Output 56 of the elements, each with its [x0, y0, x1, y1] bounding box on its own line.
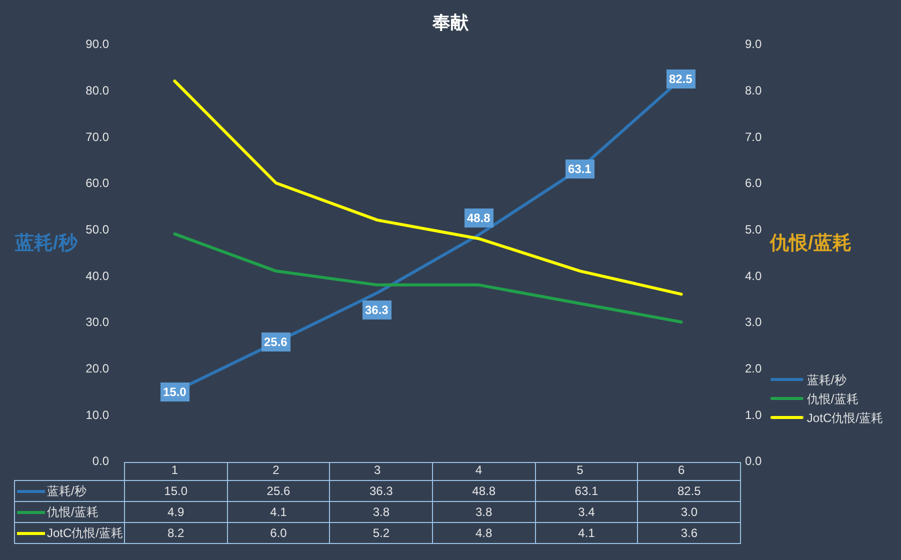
x-tick-label: 6	[678, 463, 685, 477]
y2-tick-label: 3.0	[745, 315, 762, 330]
data-label: 15.0	[164, 484, 188, 498]
y-tick-label: 10.0	[86, 408, 110, 422]
data-label: 25.6	[266, 484, 290, 498]
data-label: 4.9	[167, 505, 184, 519]
x-tick-label: 5	[576, 463, 584, 477]
legend-label: 仇恨/蓝耗	[806, 392, 858, 406]
y-tick-label: 80.0	[86, 84, 110, 98]
y-tick-label: 60.0	[86, 176, 110, 190]
data-label: 6.0	[270, 526, 287, 540]
data-label: 4.8	[475, 526, 492, 540]
y-tick-label: 70.0	[86, 130, 110, 144]
y-tick-label: 40.0	[86, 268, 110, 283]
y2-tick-label: 6.0	[745, 176, 762, 190]
data-label: 4.1	[270, 505, 287, 519]
data-label: 3.0	[680, 505, 698, 519]
data-label: 48.8	[472, 484, 496, 498]
chart-title: 奉献	[432, 12, 470, 32]
text: JotC仇恨/蓝耗	[47, 526, 124, 540]
y-tick-label: 50.0	[86, 222, 110, 237]
y-tick-label: 20.0	[86, 362, 110, 376]
x-tick-label: 2	[272, 463, 280, 477]
y-tick-label: 90.0	[86, 37, 110, 52]
y2-tick-label: 1.0	[745, 408, 762, 422]
y2-axis-title: 仇恨/蓝耗	[769, 232, 852, 254]
x-tick-label: 4	[475, 463, 482, 477]
text: 仇恨/蓝耗	[47, 504, 98, 518]
data-label: 3.8	[372, 505, 390, 519]
legend-label: 蓝耗/秒	[47, 482, 86, 500]
data-label: 3.8	[475, 505, 492, 519]
data-label: 8.2	[167, 526, 184, 540]
legend-label: JotC仇恨/蓝耗	[806, 411, 883, 426]
y2-tick-label: 7.0	[745, 130, 762, 144]
text: 36.3	[365, 303, 388, 317]
y2-tick-label: 0.0	[745, 454, 762, 468]
data-label: 3.6	[680, 526, 698, 540]
data-label: 63.1	[574, 484, 598, 498]
data-label: 4.1	[578, 526, 595, 540]
data-label: 82.5	[677, 484, 701, 498]
y2-tick-label: 8.0	[745, 84, 762, 98]
y2-tick-label: 2.0	[745, 362, 762, 376]
y2-tick-label: 9.0	[745, 37, 762, 52]
y-axis-title: 蓝耗/秒	[14, 232, 78, 254]
x-tick-label: 3	[374, 463, 381, 477]
y-tick-label: 30.0	[86, 315, 110, 330]
x-tick-label: 1	[171, 463, 178, 477]
data-label: 3.4	[578, 505, 595, 519]
y-tick-label: 0.0	[92, 454, 110, 468]
y2-tick-label: 4.0	[745, 268, 762, 283]
y2-tick-label: 5.0	[745, 222, 762, 237]
data-label: 36.3	[369, 484, 393, 498]
line-series	[173, 232, 683, 324]
text: 48.8	[467, 211, 490, 225]
text: 蓝耗/秒	[806, 373, 846, 388]
data-label: 5.2	[372, 526, 390, 540]
